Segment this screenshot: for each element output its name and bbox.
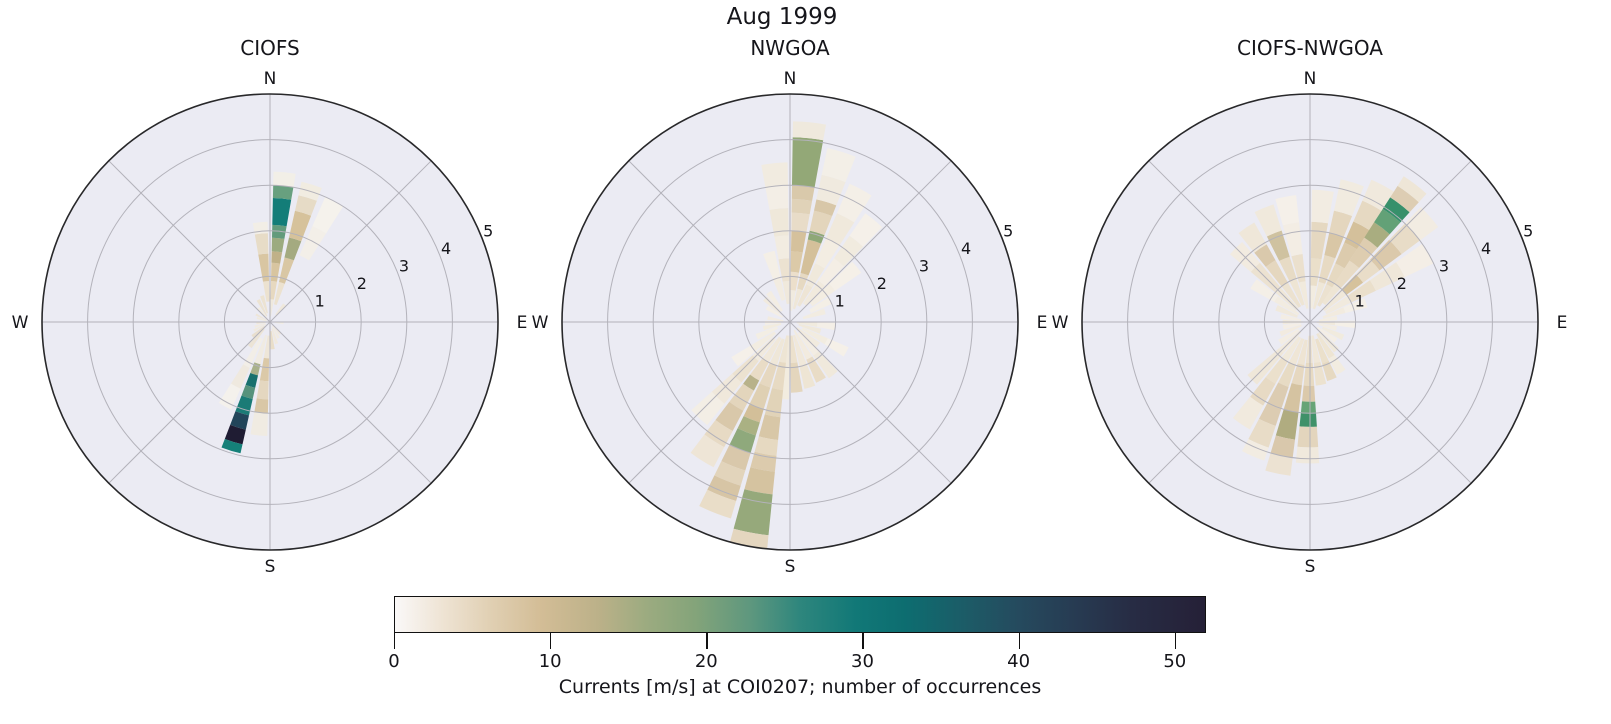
compass-s: S <box>265 557 276 577</box>
rose-title-nwgoa: NWGOA <box>750 36 830 60</box>
compass-e: E <box>1037 313 1048 333</box>
colorbar-tick-mark <box>550 633 552 649</box>
svg-text:2: 2 <box>1397 274 1407 293</box>
svg-text:1: 1 <box>1355 291 1365 310</box>
colorbar: 0 10 20 30 40 50 Currents [m/s] at COI0207; n… <box>388 596 1206 706</box>
rose-title-ciofs-nwgoa: CIOFS-NWGOA <box>1237 36 1383 60</box>
svg-text:5: 5 <box>1523 222 1533 241</box>
ciofs-nwgoa-rose-chart: 1 2 3 4 5 N S E W <box>1052 69 1568 577</box>
rose-outline <box>1081 93 1539 551</box>
rose-wedges <box>690 121 883 549</box>
compass-n: N <box>264 69 277 89</box>
colorbar-tick-label: 0 <box>388 651 400 672</box>
svg-text:5: 5 <box>483 222 493 241</box>
colorbar-tick-mark <box>862 633 864 649</box>
compass-n: N <box>784 69 797 89</box>
compass-e: E <box>1557 313 1568 333</box>
rose-grid <box>41 93 499 551</box>
rose-wedges <box>1230 176 1439 476</box>
colorbar-gradient <box>394 596 1206 633</box>
svg-text:1: 1 <box>835 291 845 310</box>
radial-tick-labels: 1 2 3 4 5 <box>315 222 494 311</box>
colorbar-tick-label: 30 <box>851 651 874 672</box>
compass-labels: N S E W <box>1052 69 1568 577</box>
compass-labels: N S E W <box>532 69 1048 577</box>
svg-text:3: 3 <box>1439 257 1449 276</box>
colorbar-tick-label: 50 <box>1163 651 1187 672</box>
svg-text:3: 3 <box>399 257 409 276</box>
svg-text:4: 4 <box>1481 239 1491 258</box>
radial-tick-labels: 1 2 3 4 5 <box>1355 222 1534 311</box>
colorbar-tick-mark <box>706 633 708 649</box>
compass-s: S <box>785 557 796 577</box>
rose-grid <box>561 93 1019 551</box>
rose-outline <box>561 93 1019 551</box>
compass-labels: N S E W <box>12 69 528 577</box>
svg-text:4: 4 <box>961 239 971 258</box>
compass-n: N <box>1304 69 1317 89</box>
compass-w: W <box>532 313 549 333</box>
svg-text:2: 2 <box>877 274 887 293</box>
colorbar-tick-label: 40 <box>1007 651 1031 672</box>
svg-text:1: 1 <box>315 291 325 310</box>
colorbar-tick-mark <box>1018 633 1020 649</box>
colorbar-label: Currents [m/s] at COI0207; number of occ… <box>558 676 1042 698</box>
colorbar-tick-label: 10 <box>538 651 562 672</box>
svg-text:5: 5 <box>1003 222 1013 241</box>
colorbar-tick-mark <box>1174 633 1177 649</box>
svg-text:2: 2 <box>357 274 367 293</box>
rose-title-ciofs: CIOFS <box>240 36 300 60</box>
ciofs-rose-chart: 1 2 3 4 5 N S E W <box>12 69 528 577</box>
colorbar-tick-mark <box>394 633 396 649</box>
svg-text:3: 3 <box>919 257 929 276</box>
nwgoa-rose-chart: 1 2 3 4 5 N S E W <box>532 69 1048 577</box>
figure-suptitle: Aug 1999 <box>726 4 838 30</box>
rose-grid <box>1081 93 1539 551</box>
rose-outline <box>41 93 499 551</box>
compass-e: E <box>517 313 528 333</box>
colorbar-tick-label: 20 <box>694 651 718 672</box>
compass-s: S <box>1305 557 1316 577</box>
radial-tick-labels: 1 2 3 4 5 <box>835 222 1014 311</box>
compass-w: W <box>1052 313 1069 333</box>
svg-text:4: 4 <box>441 239 451 258</box>
compass-w: W <box>12 313 29 333</box>
rose-wedges <box>218 171 344 454</box>
